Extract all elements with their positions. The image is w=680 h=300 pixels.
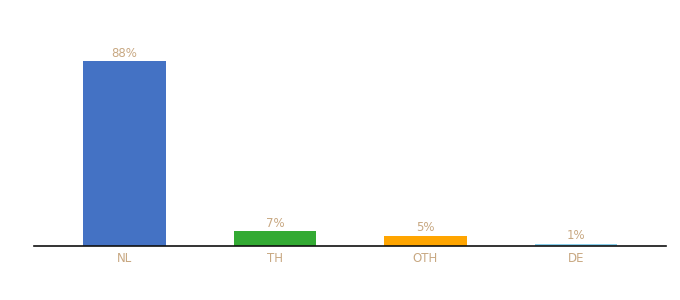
- Bar: [233, 231, 316, 246]
- Text: 88%: 88%: [112, 46, 137, 59]
- Bar: [384, 236, 467, 246]
- Text: 5%: 5%: [416, 221, 435, 234]
- Text: 1%: 1%: [566, 229, 585, 242]
- Bar: [534, 244, 617, 246]
- Bar: [83, 61, 166, 246]
- Text: 7%: 7%: [266, 217, 284, 230]
